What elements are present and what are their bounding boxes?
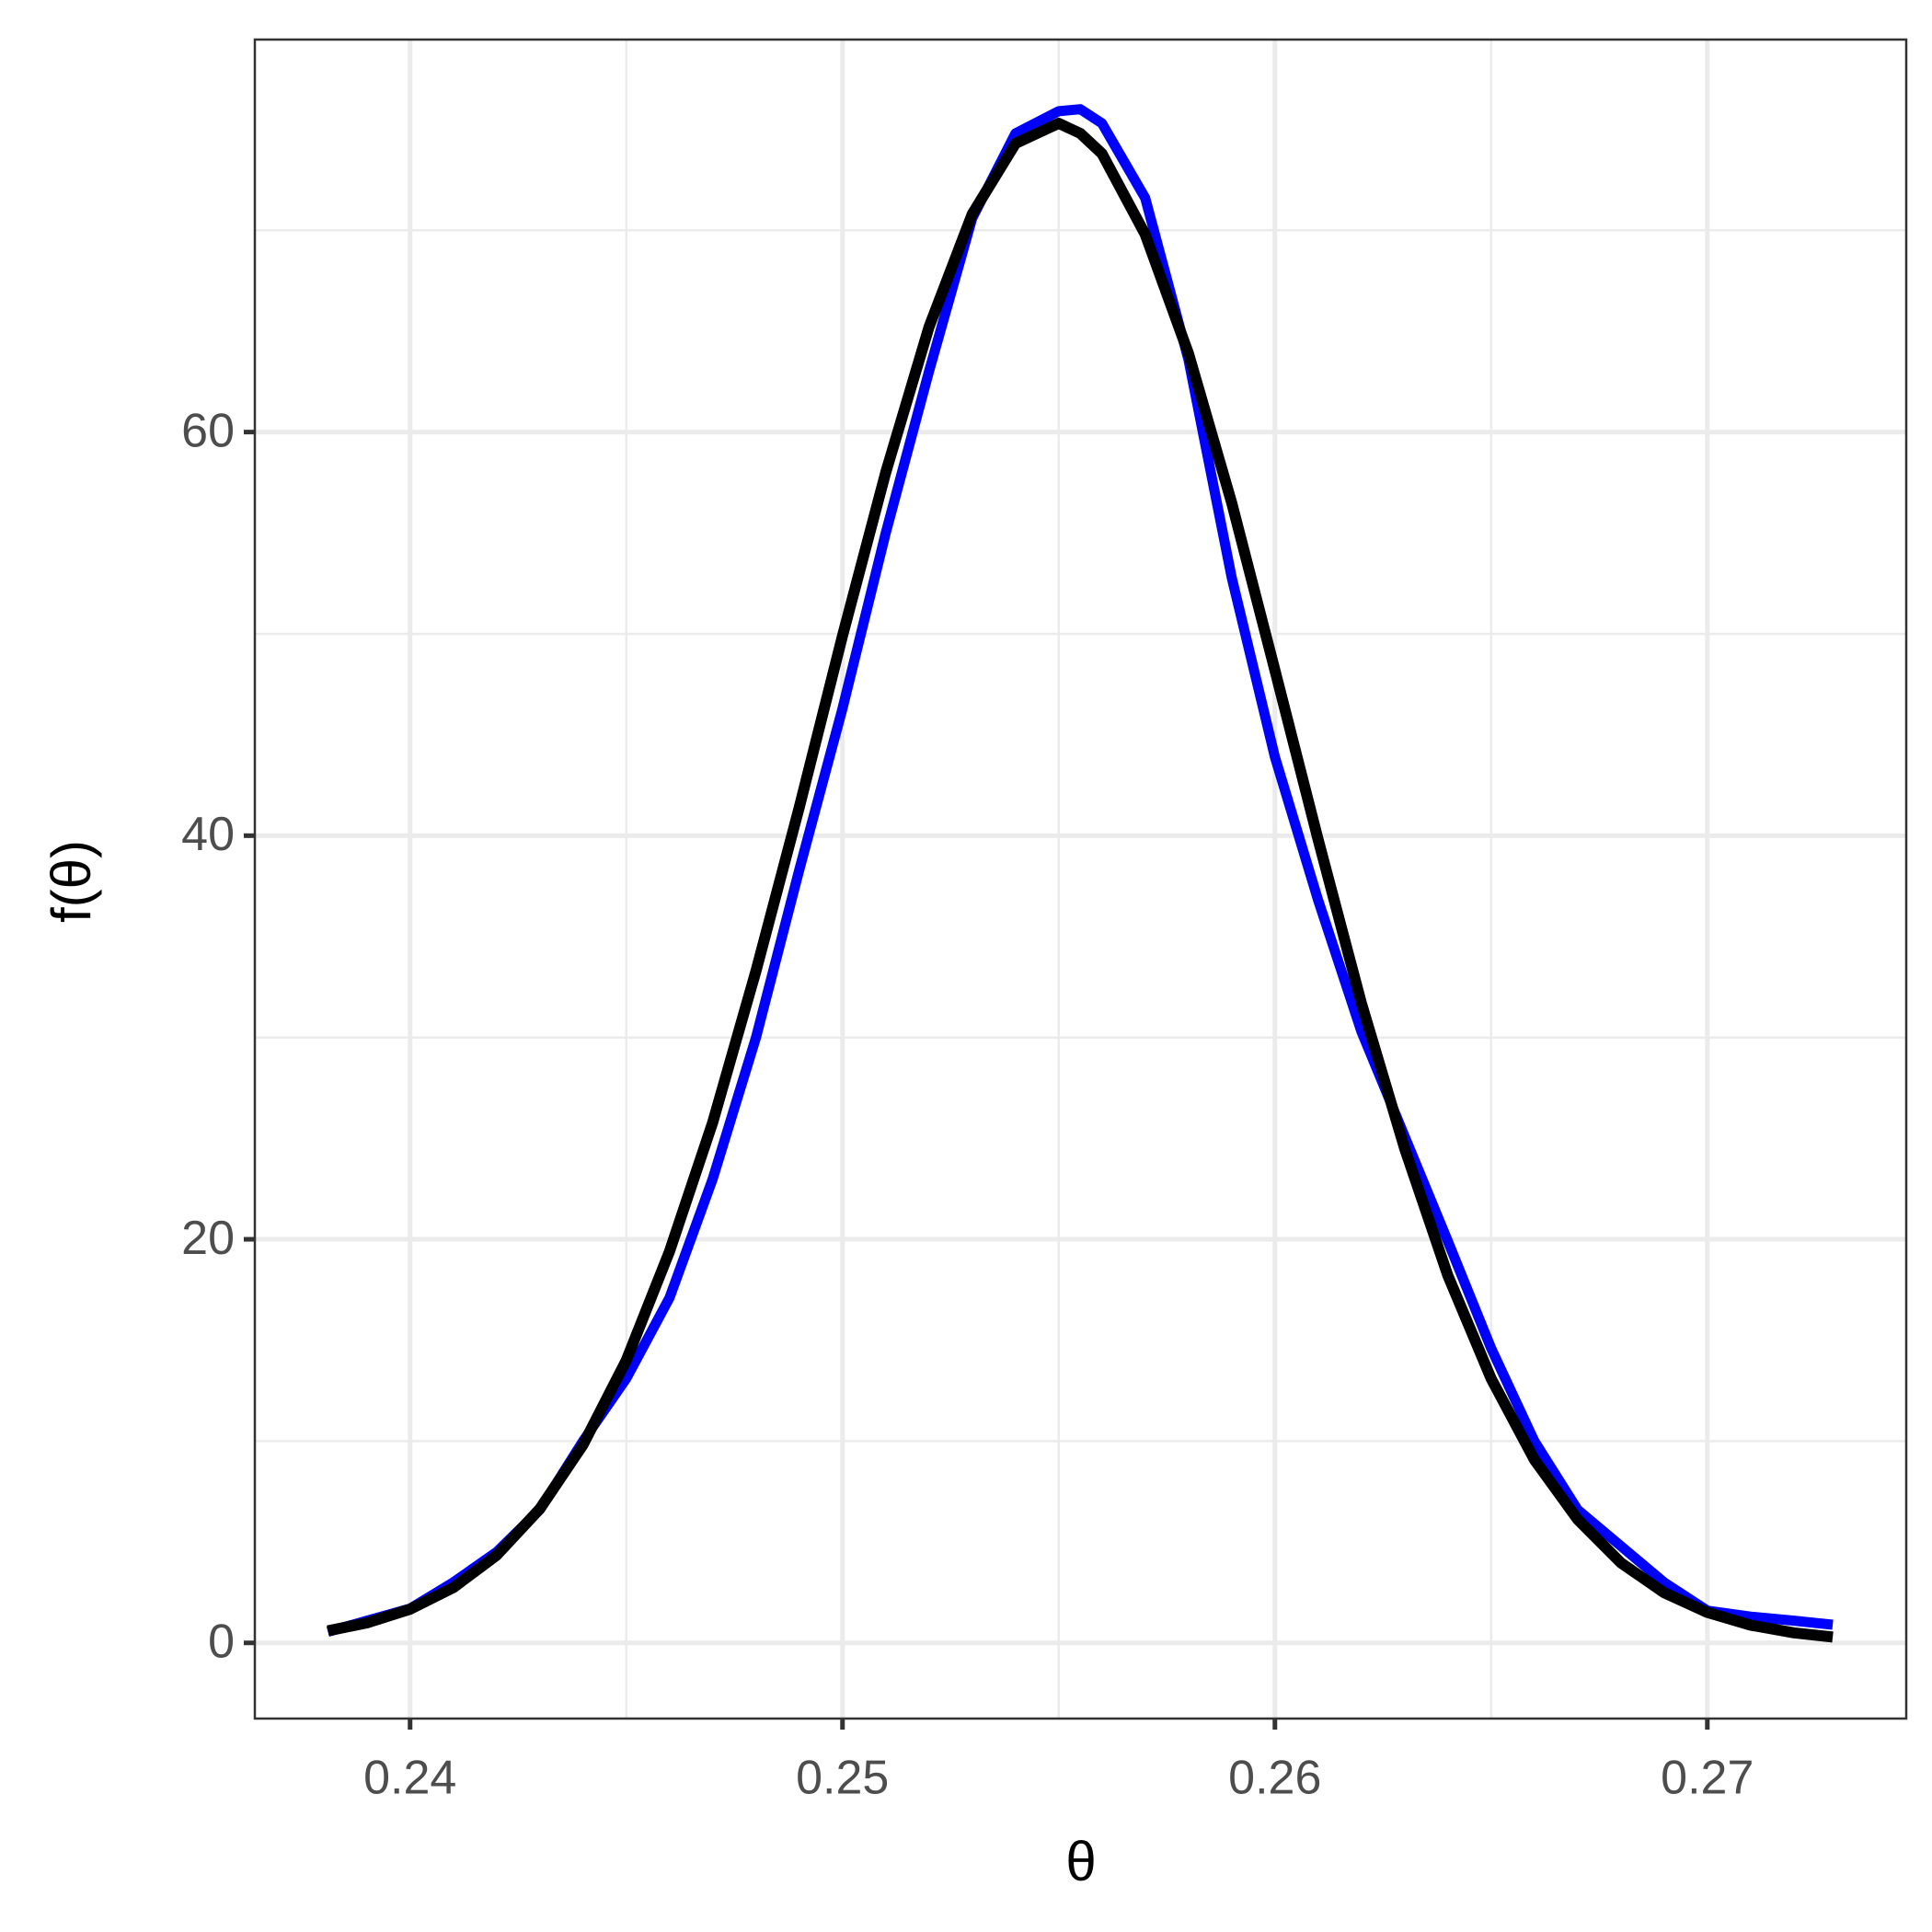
- x-tick-label: 0.26: [1228, 1752, 1321, 1805]
- y-tick-label: 60: [181, 404, 235, 457]
- x-axis-title: θ: [1065, 1831, 1096, 1892]
- y-tick-label: 20: [181, 1212, 235, 1265]
- x-tick-label: 0.27: [1661, 1752, 1754, 1805]
- y-axis-title: f(θ): [40, 840, 102, 923]
- panel-border: [253, 38, 1908, 1720]
- x-tick-label: 0.25: [796, 1752, 889, 1805]
- y-tick-label: 40: [181, 808, 235, 861]
- data-line: [327, 118, 1834, 1643]
- x-tick-label: 0.24: [363, 1752, 456, 1805]
- y-tick-label: 0: [208, 1615, 235, 1668]
